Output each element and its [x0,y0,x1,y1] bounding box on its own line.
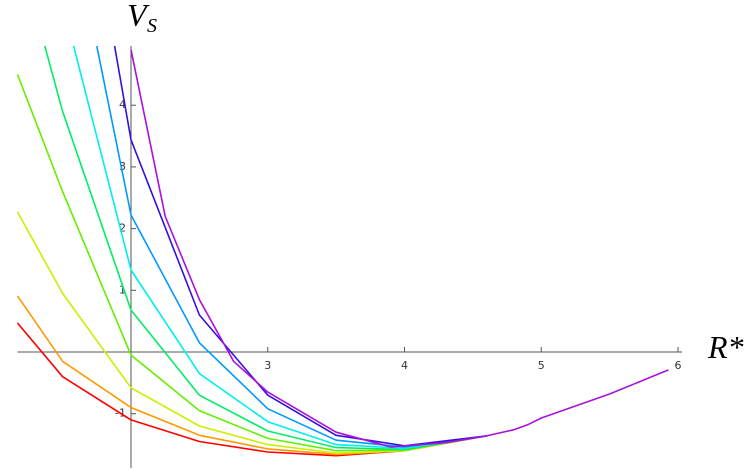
y-tick-label: 3 [119,160,126,173]
line [130,49,669,448]
line [16,74,487,452]
line [16,322,487,457]
line [44,45,487,451]
y-tick-label: 2 [119,222,126,235]
y-tick-label: 1 [119,283,126,296]
line [72,45,487,450]
y-axis-label-sub: S [147,15,157,37]
x-axis-label: R* [707,329,744,365]
line [16,211,487,455]
x-tick-label: 5 [538,359,545,372]
y-axis-label: V [127,0,150,33]
x-tick-label: 6 [675,359,682,372]
x-tick-label: 4 [401,359,408,372]
x-tick-label: 3 [264,359,271,372]
line [113,45,487,447]
y-tick-label: 4 [119,98,126,111]
line [16,295,487,456]
line [96,45,487,448]
